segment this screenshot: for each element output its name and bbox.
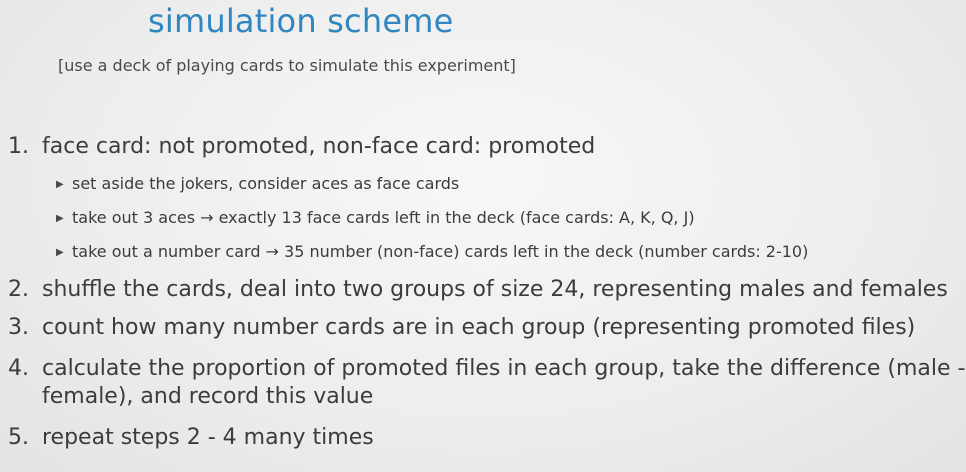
slide-subtitle: [use a deck of playing cards to simulate…	[58, 56, 516, 75]
bullet-text: set aside the jokers, consider aces as f…	[72, 174, 460, 193]
step-1: 1. face card: not promoted, non-face card…	[8, 133, 595, 161]
step-text: shuffle the cards, deal into two groups …	[42, 277, 948, 302]
step-1-bullet-1: ▶ set aside the jokers, consider aces as …	[56, 173, 459, 196]
step-number: 5.	[8, 425, 29, 450]
step-number: 1.	[8, 134, 29, 159]
step-text: count how many number cards are in each …	[42, 315, 916, 340]
triangle-right-icon: ▶	[56, 213, 64, 224]
triangle-right-icon: ▶	[56, 247, 64, 258]
step-1-bullet-3: ▶ take out a number card → 35 number (non…	[56, 241, 808, 264]
step-5: 5. repeat steps 2 - 4 many times	[8, 424, 374, 452]
slide-title: simulation scheme	[148, 2, 454, 40]
step-2: 2. shuffle the cards, deal into two group…	[8, 276, 948, 304]
step-text: calculate the proportion of promoted fil…	[42, 356, 966, 381]
step-1-bullet-2: ▶ take out 3 aces → exactly 13 face cards…	[56, 207, 695, 230]
bullet-text: take out 3 aces → exactly 13 face cards …	[72, 208, 695, 227]
step-number: 2.	[8, 277, 29, 302]
step-number: 4.	[8, 356, 29, 381]
triangle-right-icon: ▶	[56, 179, 64, 190]
bullet-text: take out a number card → 35 number (non-…	[72, 242, 809, 261]
step-text-continued: female), and record this value	[42, 384, 374, 409]
step-number: 3.	[8, 315, 29, 340]
step-4: 4. calculate the proportion of promoted f…	[8, 355, 966, 411]
step-text: face card: not promoted, non-face card: …	[42, 134, 596, 159]
step-3: 3. count how many number cards are in eac…	[8, 314, 915, 342]
step-text: repeat steps 2 - 4 many times	[42, 425, 374, 450]
